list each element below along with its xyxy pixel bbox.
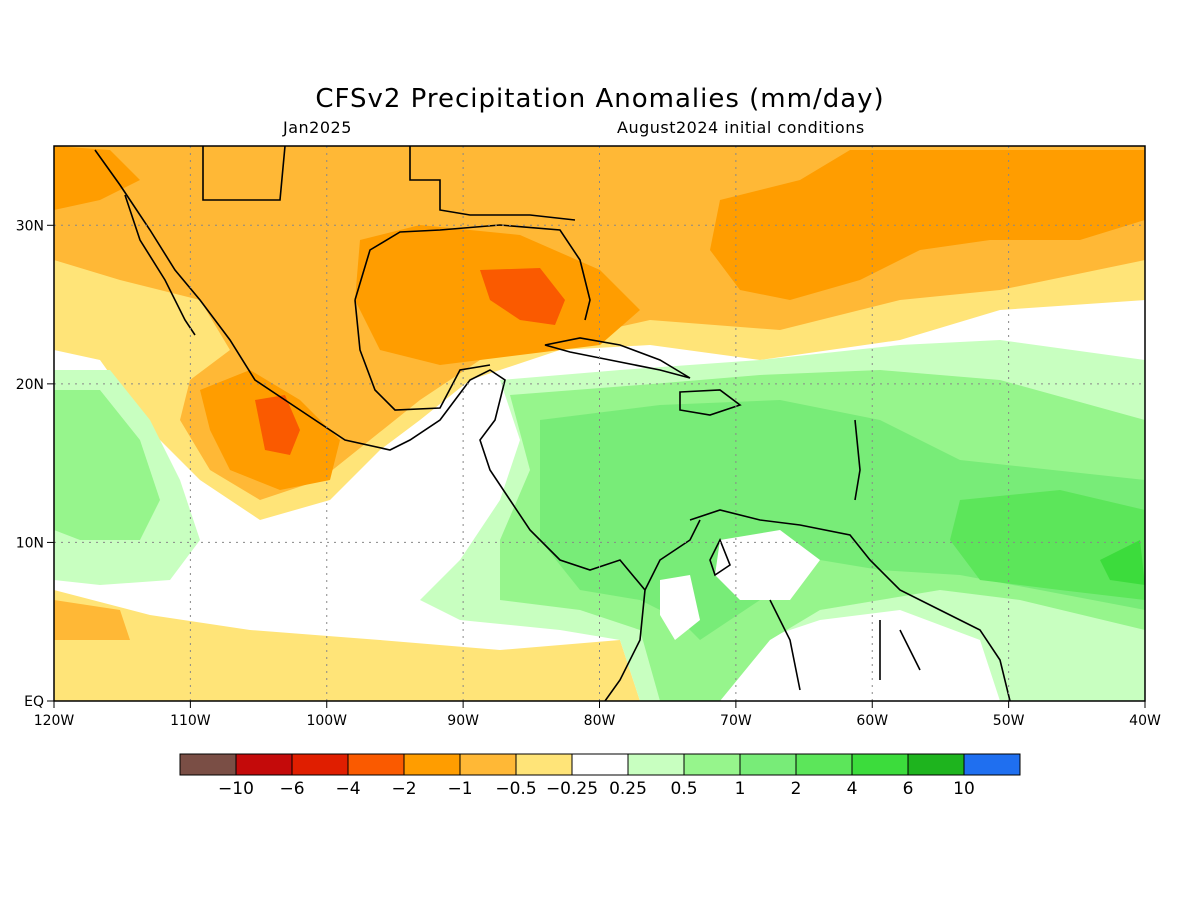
colorbar-label: 2 <box>791 779 802 799</box>
colorbar-swatch <box>571 753 629 776</box>
anomaly-region <box>54 600 130 640</box>
lon-tick-label: 120W <box>34 713 75 729</box>
anomaly-region <box>715 530 820 600</box>
anomaly-region <box>54 390 160 540</box>
colorbar-label: 4 <box>847 779 858 799</box>
map-title: CFSv2 Precipitation Anomalies (mm/day) <box>315 84 885 114</box>
colorbar-swatch <box>459 753 517 776</box>
coastlines <box>94 146 1011 701</box>
lon-tick-label: 80W <box>584 713 616 729</box>
lon-tick-label: 60W <box>856 713 888 729</box>
colorbar-swatch <box>683 753 741 776</box>
forecast-month: Jan2025 <box>283 118 352 137</box>
colorbar-swatch <box>851 753 909 776</box>
colorbar-swatch <box>291 753 349 776</box>
colorbar-label: 10 <box>953 779 975 799</box>
anomaly-region <box>660 575 700 640</box>
colorbar-swatch <box>795 753 853 776</box>
colorbar-swatch <box>907 753 965 776</box>
lon-axis: 120W 110W 100W 90W 80W 70W 60W 50W 40W <box>34 701 1161 729</box>
colorbar-label: −0.5 <box>495 779 536 799</box>
colorbar-label: 6 <box>903 779 914 799</box>
colorbar-label: 1 <box>735 779 746 799</box>
lon-tick-label: 110W <box>170 713 211 729</box>
lat-tick-label: EQ <box>24 694 44 710</box>
lat-tick-label: 20N <box>16 377 44 393</box>
colorbar-label: −4 <box>335 779 360 799</box>
colorbar-swatch <box>403 753 461 776</box>
colorbar-label: −2 <box>391 779 416 799</box>
anomaly-region <box>480 268 565 325</box>
colorbar-label: 0.25 <box>609 779 647 799</box>
colorbar-swatch <box>515 753 573 776</box>
gridlines <box>54 146 1145 701</box>
anomaly-field <box>54 146 1145 701</box>
colorbar: −10 −6 −4 −2 −1 −0.5 −0.25 0.25 0.5 1 2 4 6 10 <box>179 753 1021 799</box>
lon-tick-label: 90W <box>447 713 479 729</box>
colorbar-swatch <box>963 753 1021 776</box>
lat-tick-label: 30N <box>16 218 44 234</box>
anomaly-region <box>950 490 1145 600</box>
colorbar-swatch <box>179 753 237 776</box>
colorbar-label: −0.25 <box>546 779 598 799</box>
colorbar-swatch <box>739 753 797 776</box>
anomaly-region <box>54 590 640 701</box>
colorbar-label: −1 <box>447 779 472 799</box>
lat-tick-label: 10N <box>16 535 44 551</box>
colorbar-label: −6 <box>279 779 304 799</box>
lon-tick-label: 50W <box>993 713 1025 729</box>
lon-tick-label: 70W <box>720 713 752 729</box>
colorbar-swatch <box>235 753 293 776</box>
colorbar-swatch <box>347 753 405 776</box>
lon-tick-label: 40W <box>1129 713 1161 729</box>
colorbar-label: −10 <box>218 779 254 799</box>
colorbar-label: 0.5 <box>670 779 697 799</box>
lon-tick-label: 100W <box>306 713 347 729</box>
lat-axis: EQ 10N 20N 30N <box>16 218 54 710</box>
anomaly-region <box>255 395 300 455</box>
initial-conditions: August2024 initial conditions <box>617 118 865 137</box>
anomaly-region <box>710 150 1145 300</box>
anomaly-region <box>54 146 140 210</box>
colorbar-swatch <box>627 753 685 776</box>
anomaly-region <box>1100 540 1145 585</box>
